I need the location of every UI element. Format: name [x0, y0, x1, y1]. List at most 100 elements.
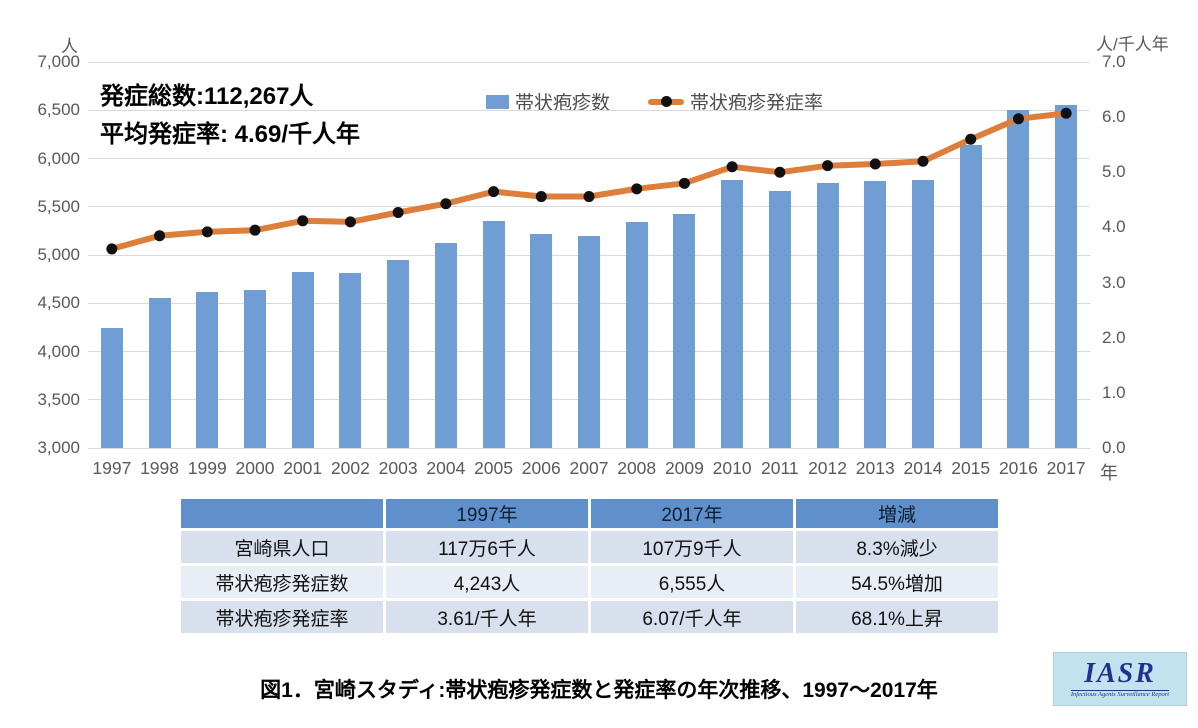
bar-2010: [721, 180, 744, 448]
right-axis-tick: 4.0: [1102, 217, 1126, 237]
x-tick-1999: 1999: [187, 458, 227, 478]
rate-marker-2007: [583, 191, 595, 203]
annotation-mean-rate: 平均発症率: 4.69/千人年: [100, 121, 361, 148]
table-cell: 6,555人: [591, 566, 793, 598]
gridline: [88, 109, 1090, 111]
bar-1997: [100, 328, 123, 448]
x-tick-2005: 2005: [474, 458, 514, 478]
left-axis-tick: 6,500: [37, 100, 80, 120]
bar-2012: [816, 182, 839, 448]
rate-marker-2005: [488, 186, 500, 198]
x-tick-2015: 2015: [951, 458, 991, 478]
x-tick-2006: 2006: [521, 458, 561, 478]
bar-2017: [1055, 104, 1078, 448]
table-cell: 4,243人: [386, 566, 588, 598]
bar-2009: [673, 214, 696, 448]
summary-col-header-3: 増減: [796, 499, 998, 528]
line-marker-icon: [661, 96, 673, 107]
iasr-logo-subtitle: Infectious Agents Surveillance Report: [1070, 690, 1170, 698]
gridline: [88, 158, 1090, 159]
left-axis-tick: 7,000: [37, 52, 80, 71]
rate-marker-2003: [392, 207, 404, 219]
table-cell: 3.61/千人年: [386, 601, 588, 633]
bar-2013: [864, 181, 887, 448]
bar-2005: [482, 221, 505, 448]
table-cell: 68.1%上昇: [796, 601, 998, 633]
right-axis-tick: 0.0: [1102, 438, 1126, 457]
rate-line-layer: [106, 107, 1072, 255]
bar-2015: [959, 145, 982, 448]
x-tick-2009: 2009: [664, 458, 704, 478]
left-axis-tick: 6,000: [37, 148, 80, 168]
rate-marker-2008: [631, 183, 643, 195]
annotation-total-cases: 発症総数:112,267人: [100, 83, 314, 110]
rate-marker-2012: [822, 160, 834, 172]
right-axis-tick: 5.0: [1102, 162, 1126, 182]
left-axis-tick: 4,000: [37, 341, 80, 361]
table-cell: 8.3%減少: [796, 531, 998, 563]
table-cell: 6.07/千人年: [591, 601, 793, 633]
right-axis-tick: 7.0: [1102, 52, 1126, 71]
row-header: 帯状疱疹発症率: [181, 601, 383, 633]
rate-marker-2015: [965, 133, 977, 145]
bar-1999: [196, 291, 219, 448]
table-row-1: 帯状疱疹発症数 4,243人 6,555人 54.5%増加: [181, 566, 998, 598]
rate-marker-1998: [154, 230, 166, 242]
bar-2001: [291, 272, 314, 448]
plot-area: 7,000 6,500 6,000 5,500 5,000 4,500 4,000 3,500…: [37, 52, 1125, 478]
table-row-0: 宮崎県人口 117万6千人 107万9千人 8.3%減少: [181, 531, 998, 563]
rate-marker-2014: [917, 155, 929, 167]
summary-table: 1997年 2017年 増減 宮崎県人口 117万6千人 107万9千人 8.3%減少 帯状…: [178, 496, 1001, 636]
legend-label-cases: 帯状疱疹数: [515, 93, 611, 114]
x-tick-1997: 1997: [92, 458, 132, 478]
left-axis-tick: 5,000: [37, 245, 80, 264]
bar-2014: [912, 180, 934, 448]
row-header: 宮崎県人口: [181, 531, 383, 563]
left-axis-unit-label: 人: [61, 37, 78, 56]
chart-annotation: 発症総数:112,267人 平均発症率: 4.69/千人年: [100, 78, 360, 154]
table-cell: 107万9千人: [591, 531, 793, 563]
rate-marker-2002: [344, 216, 356, 228]
x-tick-2000: 2000: [235, 458, 275, 478]
summary-col-header-0: [181, 499, 383, 528]
x-tick-2010: 2010: [712, 458, 752, 478]
row-header: 帯状疱疹発症数: [181, 566, 383, 598]
summary-col-header-1: 1997年: [386, 499, 588, 528]
chart-legend: 帯状疱疹数 帯状疱疹発症率: [486, 88, 823, 115]
bar-2011: [768, 191, 791, 448]
x-tick-2003: 2003: [378, 458, 418, 478]
x-axis-unit-label: 年: [1100, 463, 1118, 483]
bar-2006: [530, 233, 553, 448]
rate-marker-2000: [249, 224, 261, 236]
bar-2007: [578, 236, 600, 448]
rate-marker-2006: [535, 191, 547, 203]
bar-2003: [387, 259, 410, 448]
right-axis-tick: 2.0: [1102, 327, 1126, 347]
bar-2002: [339, 273, 362, 448]
x-tick-2011: 2011: [761, 458, 799, 478]
x-tick-2004: 2004: [426, 458, 466, 478]
x-tick-1998: 1998: [140, 458, 180, 478]
rate-marker-2011: [774, 166, 786, 178]
x-tick-2002: 2002: [330, 458, 370, 478]
gridline: [88, 61, 1090, 63]
rate-marker-2013: [869, 158, 881, 170]
left-axis-tick: 5,500: [37, 196, 80, 216]
legend-item-cases: 帯状疱疹数: [486, 88, 610, 115]
x-tick-2013: 2013: [855, 458, 895, 478]
table-row-2: 帯状疱疹発症率 3.61/千人年 6.07/千人年 68.1%上昇: [181, 601, 998, 633]
legend-item-rate: 帯状疱疹発症率: [648, 88, 823, 115]
bar-2016: [1007, 110, 1030, 448]
figure-caption: 図1．宮崎スタディ:帯状疱疹発症数と発症率の年次推移、1997～2017年: [260, 679, 938, 702]
iasr-logo: IASR Infectious Agents Surveillance Repo…: [1053, 652, 1187, 706]
gridline: [88, 206, 1090, 208]
summary-table-header-row: 1997年 2017年 増減: [181, 499, 998, 528]
iasr-logo-title: IASR: [1084, 658, 1156, 689]
x-tick-2001: 2001: [283, 458, 323, 478]
rate-marker-2001: [297, 215, 309, 227]
legend-label-rate: 帯状疱疹発症率: [690, 93, 824, 114]
gridline: [88, 447, 1090, 449]
rate-marker-1997: [106, 243, 118, 255]
x-tick-2014: 2014: [903, 458, 943, 478]
